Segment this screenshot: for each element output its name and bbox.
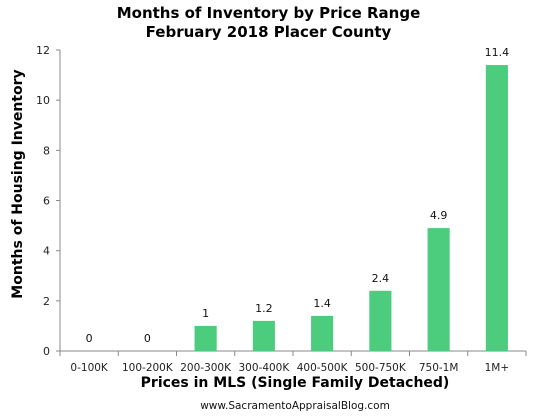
x-axis-title: Prices in MLS (Single Family Detached) bbox=[141, 375, 450, 391]
bar bbox=[252, 320, 275, 351]
y-tick-label: 2 bbox=[43, 295, 50, 308]
x-tick-label: 300-400K bbox=[238, 362, 290, 374]
bar bbox=[369, 290, 392, 351]
y-tick-label: 8 bbox=[43, 144, 50, 157]
x-tick-label: 500-750K bbox=[355, 362, 407, 374]
data-label: 1 bbox=[202, 307, 209, 320]
data-label: 11.4 bbox=[485, 46, 510, 59]
data-label: 4.9 bbox=[430, 209, 448, 222]
data-label: 1.2 bbox=[255, 302, 273, 315]
x-tick-label: 750-1M bbox=[419, 362, 459, 374]
data-label: 1.4 bbox=[313, 297, 331, 310]
y-tick-label: 0 bbox=[43, 345, 50, 358]
bar bbox=[311, 315, 334, 351]
bar bbox=[427, 228, 450, 351]
bar bbox=[194, 325, 217, 351]
y-tick-label: 12 bbox=[36, 44, 50, 57]
data-label: 0 bbox=[144, 332, 151, 345]
data-label: 0 bbox=[86, 332, 93, 345]
x-tick-label: 0-100K bbox=[70, 362, 109, 374]
x-tick-label: 100-200K bbox=[122, 362, 174, 374]
chart-title: Months of Inventory by Price Range bbox=[116, 4, 421, 22]
x-tick-label: 200-300K bbox=[180, 362, 232, 374]
data-label: 2.4 bbox=[372, 272, 390, 285]
bar bbox=[485, 65, 508, 352]
y-axis-title: Months of Housing Inventory bbox=[10, 69, 26, 298]
x-tick-label: 1M+ bbox=[485, 362, 510, 374]
chart-subtitle: February 2018 Placer County bbox=[145, 23, 392, 41]
x-tick-label: 400-500K bbox=[297, 362, 349, 374]
y-tick-label: 10 bbox=[36, 94, 50, 107]
footer-url: www.SacramentoAppraisalBlog.com bbox=[200, 400, 390, 412]
y-tick-label: 4 bbox=[43, 245, 50, 258]
y-tick-label: 6 bbox=[43, 195, 50, 208]
